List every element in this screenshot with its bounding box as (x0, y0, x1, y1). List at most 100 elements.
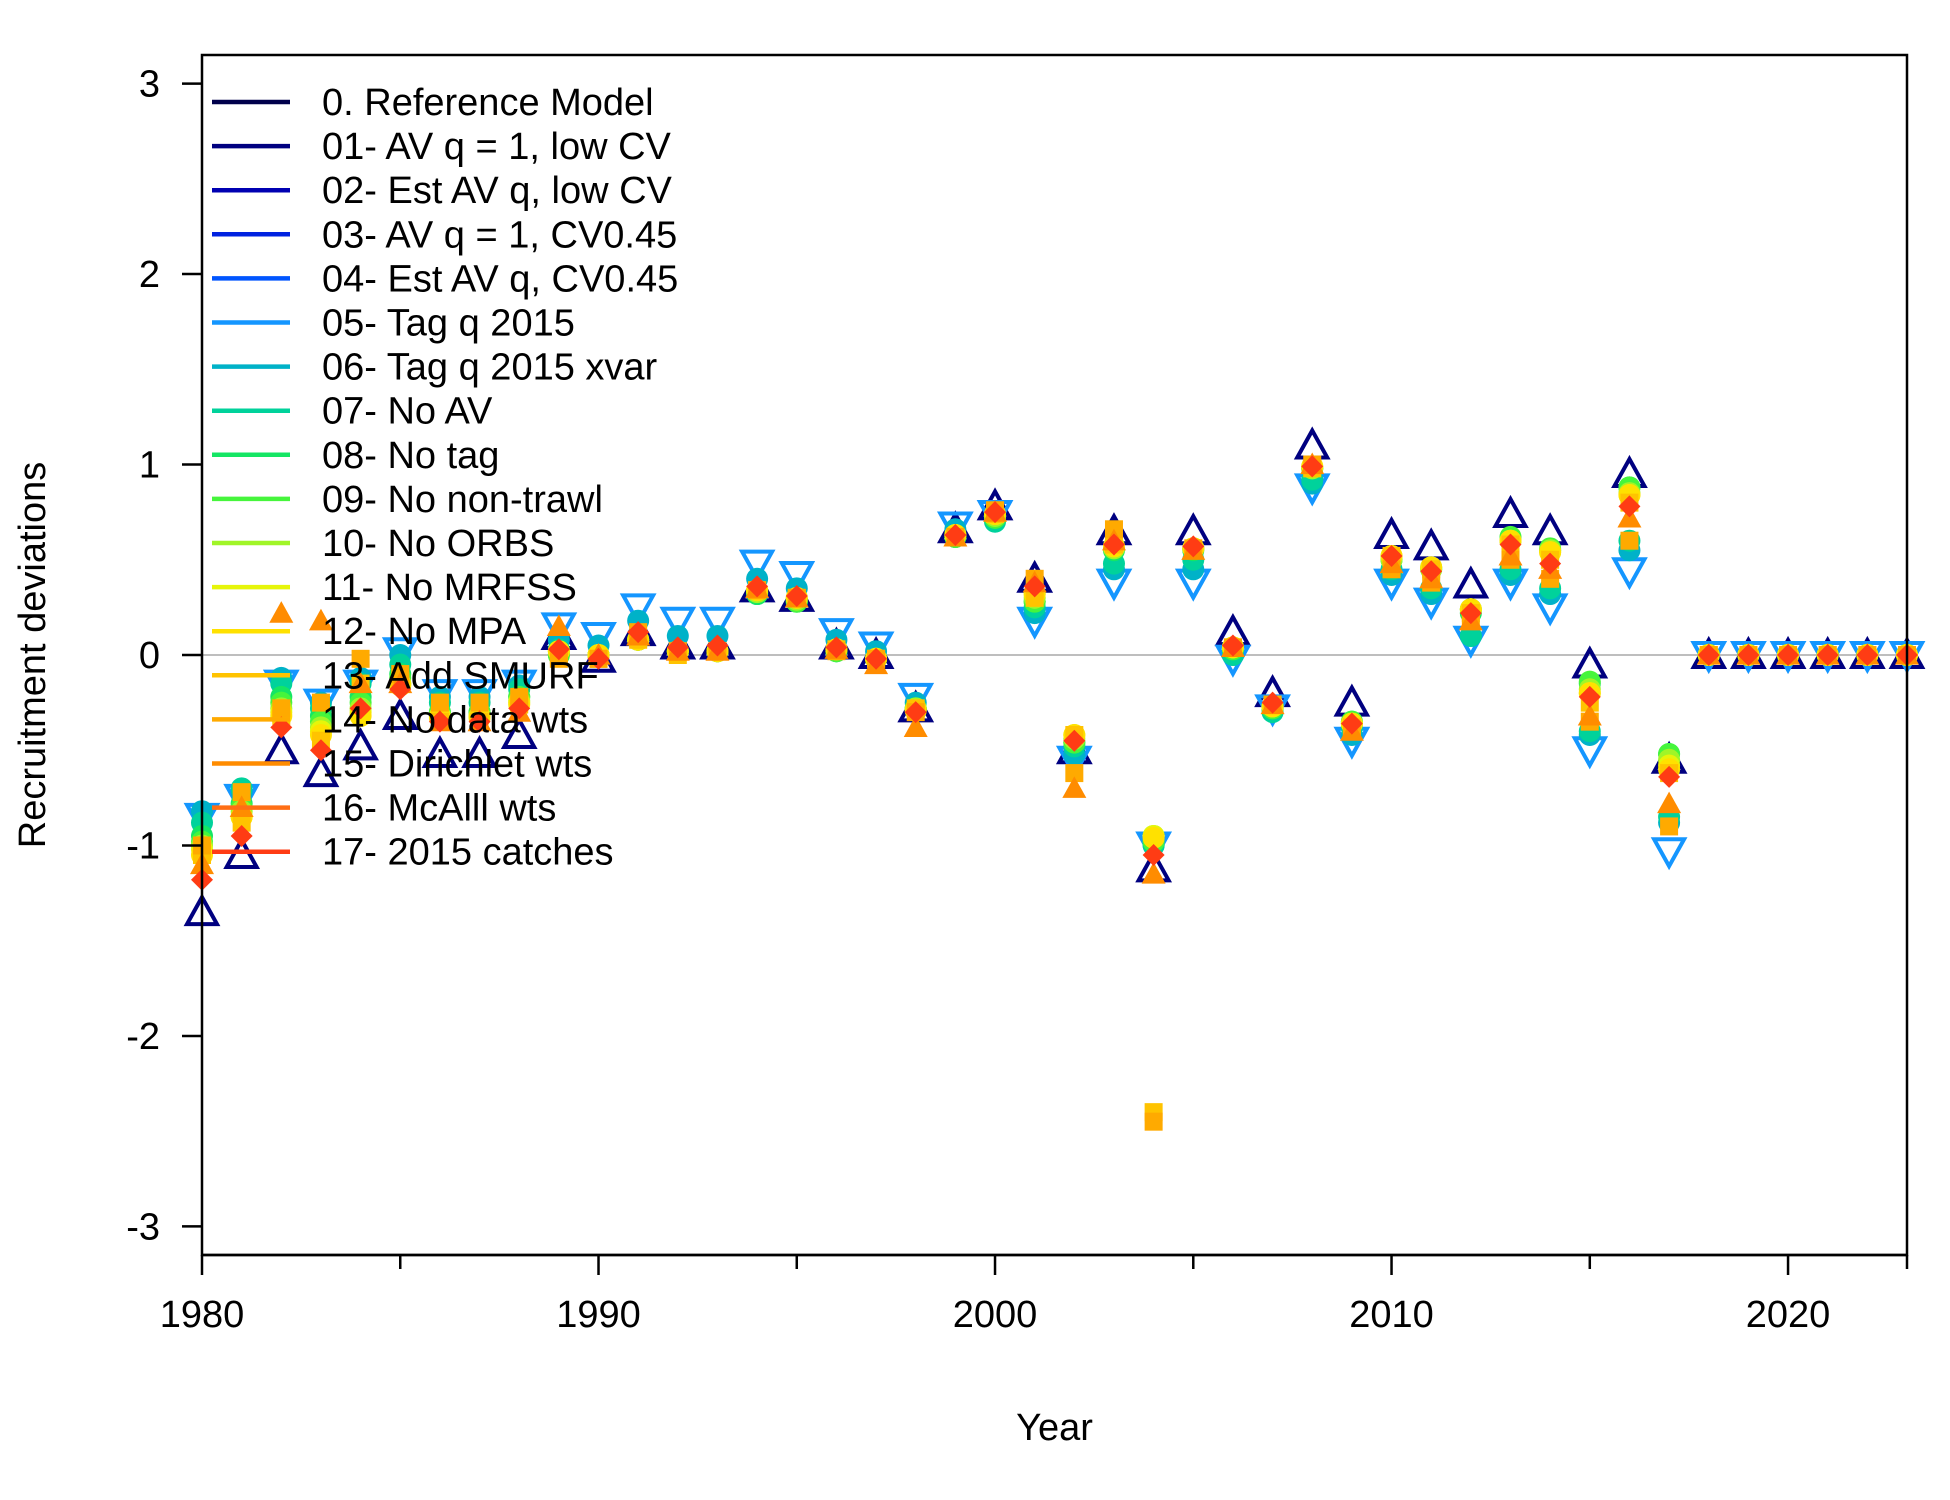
data-point (587, 647, 610, 670)
data-point (348, 671, 373, 694)
data-point (627, 621, 650, 644)
x-tick-label: 2010 (1349, 1294, 1434, 1336)
legend-label: 05- Tag q 2015 (322, 303, 575, 345)
data-point (904, 701, 927, 724)
data-point (1261, 691, 1284, 714)
legend-label: 17- 2015 catches (322, 832, 614, 874)
data-point (1420, 560, 1443, 583)
data-point (309, 739, 332, 762)
x-tick-label: 2020 (1746, 1294, 1831, 1336)
data-point (1499, 533, 1522, 556)
data-point (1142, 826, 1165, 849)
y-tick-label: 0 (139, 635, 160, 677)
data-point (865, 647, 888, 670)
data-point (1697, 644, 1720, 666)
data-point (1650, 837, 1688, 871)
y-tick-label: 3 (139, 64, 160, 106)
x-tick-label: 1980 (160, 1294, 245, 1336)
data-point (1577, 703, 1602, 726)
data-point (746, 575, 769, 598)
data-point (1340, 712, 1363, 735)
legend-label: 01- AV q = 1, low CV (322, 126, 672, 168)
data-point (1023, 575, 1046, 598)
data-point (699, 606, 736, 640)
x-tick-label: 1990 (556, 1294, 641, 1336)
data-point (659, 606, 697, 640)
legend-label: 07- No AV (322, 391, 493, 433)
legend-label: 11- No MRFSS (322, 567, 577, 609)
data-point (272, 699, 291, 718)
data-points (183, 426, 1926, 1131)
data-point (381, 696, 419, 730)
x-tick-label: 2000 (953, 1294, 1038, 1336)
data-point (1539, 552, 1562, 575)
y-tick-label: 1 (139, 445, 160, 487)
data-point (1102, 533, 1125, 556)
data-point (1856, 644, 1879, 666)
data-point (1062, 776, 1087, 798)
y-tick-label: -2 (126, 1016, 160, 1058)
data-point (428, 710, 451, 733)
data-point (1816, 644, 1839, 666)
data-point (738, 549, 776, 583)
legend-label: 12- No MPA (322, 611, 527, 653)
legend-label: 08- No tag (322, 435, 499, 477)
data-point (232, 783, 251, 802)
data-point (666, 636, 689, 659)
data-point (430, 693, 449, 712)
data-point (706, 634, 729, 657)
y-tick-label: -3 (126, 1206, 160, 1248)
legend-label: 09- No non-trawl (322, 479, 603, 521)
data-point (1182, 535, 1205, 558)
y-tick-label: 2 (139, 254, 160, 296)
legend-label: 13- Add SMURF (322, 655, 599, 697)
data-point (349, 697, 372, 720)
data-point (1025, 588, 1044, 607)
data-point (1459, 602, 1482, 625)
data-point (1620, 531, 1639, 550)
data-point (666, 624, 689, 647)
data-point (1065, 764, 1084, 783)
data-point (308, 608, 333, 631)
legend-label: 06- Tag q 2015 xvar (322, 347, 658, 389)
legend-label: 10- No ORBS (322, 523, 554, 565)
data-point (1777, 644, 1800, 666)
data-point (510, 687, 529, 706)
data-point (1221, 634, 1244, 657)
data-point (1141, 862, 1166, 884)
data-point (508, 697, 531, 720)
data-point (342, 727, 380, 761)
data-point (1618, 495, 1641, 518)
data-point (302, 753, 340, 788)
data-point (1380, 544, 1403, 567)
data-point (785, 584, 808, 607)
legend-label: 0. Reference Model (322, 82, 654, 124)
data-point (311, 693, 330, 712)
data-point (547, 638, 570, 661)
data-point (270, 716, 293, 739)
data-point (1658, 765, 1681, 788)
data-point (1660, 817, 1679, 836)
data-point (825, 636, 848, 659)
y-axis: -3 -2 -1 0 1 2 3 (126, 64, 202, 1248)
x-axis: 1980 1990 2000 2010 2020 (160, 1253, 1909, 1336)
data-point (269, 601, 294, 623)
data-point (1657, 791, 1682, 814)
data-point (1578, 685, 1601, 708)
data-point (389, 678, 412, 701)
data-point (903, 715, 928, 737)
legend-label: 16- McAlll wts (322, 788, 556, 830)
data-point (546, 614, 571, 637)
data-point (619, 593, 657, 627)
x-axis-title: Year (1016, 1407, 1093, 1449)
legend-label: 02- Est AV q, low CV (322, 170, 673, 212)
data-point (1301, 455, 1324, 478)
data-point (500, 715, 538, 749)
data-point (1737, 644, 1760, 666)
data-point (778, 561, 816, 595)
data-point (944, 524, 967, 546)
legend-label: 14- No data wts (322, 699, 588, 741)
legend-label: 04- Est AV q, CV0.45 (322, 258, 678, 300)
